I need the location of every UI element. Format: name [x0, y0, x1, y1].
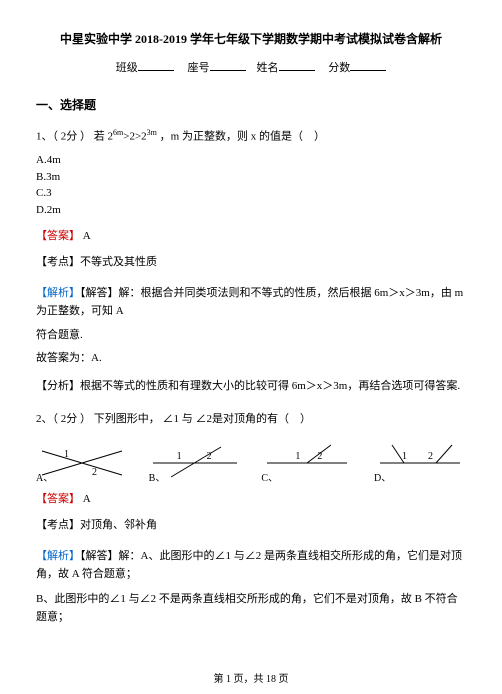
q1-exp1: 6m	[113, 128, 123, 137]
fig-d-l1: 1	[402, 449, 407, 465]
q2-answer: 【答案】 A	[36, 491, 466, 509]
fig-b-l2: 2	[207, 449, 212, 465]
q1-point: 【考点】不等式及其性质	[36, 254, 466, 272]
answer-label: 【答案】	[36, 230, 80, 242]
fig-d-cap: D、	[374, 471, 391, 487]
blank-seat	[210, 59, 246, 71]
q1-opt-d: D.2m	[36, 202, 466, 219]
q1-opt-c: C.3	[36, 185, 466, 202]
label-name: 姓名	[257, 62, 279, 74]
q1-stem-c: ，m 为正整数，则 x 的值是（ ）	[157, 131, 325, 143]
fig-d: 1 2 D、	[374, 441, 466, 483]
q1-conclusion: 故答案为：A.	[36, 350, 466, 368]
q2-line-b: B、此图形中的∠1 与∠2 不是两条直线相交所形成的角，它们不是对顶角，故 B …	[36, 591, 466, 626]
q1-opt-a: A.4m	[36, 152, 466, 169]
blank-score	[350, 59, 386, 71]
q1-exp2: 3m	[147, 128, 157, 137]
fig-b-l1: 1	[177, 449, 182, 465]
label-score: 分数	[328, 62, 350, 74]
blank-name	[279, 59, 315, 71]
q1-options: A.4m B.3m C.3 D.2m	[36, 152, 466, 218]
info-row: 班级 座号 姓名 分数	[36, 59, 466, 78]
fig-c-l1: 1	[295, 449, 300, 465]
answer-label-2: 【答案】	[36, 493, 80, 505]
fig-c: 1 2 C、	[261, 441, 353, 483]
q1-ans-tail: 符合题意.	[36, 327, 466, 345]
fig-b-cap: B、	[149, 471, 166, 487]
fig-b: 1 2 B、	[149, 441, 241, 483]
answer-value: A	[83, 230, 91, 242]
q1-analysis: 【解析】【解答】解：根据合并同类项法则和不等式的性质，然后根据 6m＞x＞3m，…	[36, 285, 466, 320]
q1-stem-b: >2>2	[123, 131, 146, 143]
fig-a-l2: 2	[92, 465, 97, 481]
fig-a-l1: 1	[64, 447, 69, 463]
label-seat: 座号	[188, 62, 210, 74]
q1-opt-b: B.3m	[36, 169, 466, 186]
q2-figures: 1 2 A、 1 2 B、 1 2 C、 1 2 D、	[36, 441, 466, 483]
q1-stem: 1、（ 2分 ） 若 26m>2>23m ，m 为正整数，则 x 的值是（ ）	[36, 127, 466, 146]
q2-stem: 2、（ 2分 ） 下列图形中， ∠1 与 ∠2是对顶角的有（ ）	[36, 411, 466, 429]
q1-stem-a: 1、（ 2分 ） 若 2	[36, 131, 113, 143]
q2-ans-head: 【解答】解：A、此图形中的∠1 与∠2 是两条直线相交所形成的角，它们是对顶角，…	[36, 550, 462, 580]
q2-point: 【考点】对顶角、邻补角	[36, 517, 466, 535]
fig-d-l2: 2	[428, 449, 433, 465]
fig-c-l2: 2	[317, 449, 322, 465]
q1-ans-head: 【解答】解：根据合并同类项法则和不等式的性质，然后根据 6m＞x＞3m，由 m …	[36, 287, 463, 317]
label-class: 班级	[116, 62, 138, 74]
fig-c-cap: C、	[261, 471, 278, 487]
section-heading: 一、选择题	[36, 96, 466, 115]
fig-a: 1 2 A、	[36, 441, 128, 483]
analysis-label: 【解析】	[36, 287, 80, 299]
answer-value-2: A	[83, 493, 91, 505]
page-footer: 第 1 页，共 18 页	[0, 672, 502, 688]
analysis-label-2: 【解析】	[36, 550, 80, 562]
fig-a-cap: A、	[36, 471, 53, 487]
q2-analysis: 【解析】【解答】解：A、此图形中的∠1 与∠2 是两条直线相交所形成的角，它们是…	[36, 548, 466, 583]
q1-fenxi: 【分析】根据不等式的性质和有理数大小的比较可得 6m＞x＞3m，再结合选项可得答…	[36, 378, 466, 396]
q1-answer: 【答案】 A	[36, 228, 466, 246]
doc-title: 中星实验中学 2018-2019 学年七年级下学期数学期中考试模拟试卷含解析	[36, 30, 466, 49]
blank-class	[138, 59, 174, 71]
